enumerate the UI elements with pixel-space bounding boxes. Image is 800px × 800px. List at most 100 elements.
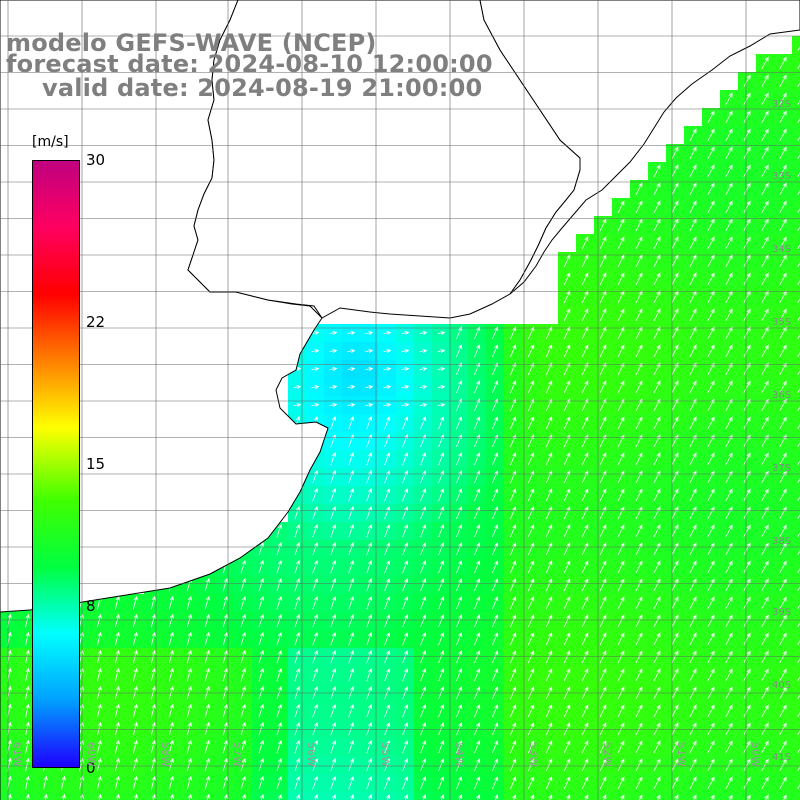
wind-arrow xyxy=(728,794,733,800)
colorbar-tick-label: 22 xyxy=(86,313,106,332)
wind-arrow xyxy=(653,416,661,429)
wind-arrow xyxy=(456,416,463,430)
wind-arrow xyxy=(510,776,517,790)
wind-arrow xyxy=(348,524,355,538)
wind-arrow xyxy=(617,308,625,322)
wind-arrow xyxy=(438,596,445,610)
wind-arrow xyxy=(132,649,138,664)
wind-arrow xyxy=(456,524,463,538)
wind-speed-cell xyxy=(90,792,108,800)
wind-arrow xyxy=(96,703,102,718)
wind-arrow xyxy=(240,775,246,790)
wind-arrow xyxy=(689,650,697,663)
wind-arrow xyxy=(797,315,800,321)
wind-arrow xyxy=(311,330,320,336)
wind-arrow xyxy=(456,344,463,358)
wind-arrow xyxy=(617,236,625,250)
wind-arrow xyxy=(456,614,463,628)
wind-arrow xyxy=(437,366,446,372)
wind-arrow xyxy=(401,348,410,354)
wind-arrow xyxy=(240,613,246,628)
wind-arrow xyxy=(294,631,300,646)
wind-speed-cell xyxy=(792,504,800,522)
wind-arrow xyxy=(617,740,625,754)
wind-arrow xyxy=(114,613,120,628)
wind-arrow xyxy=(743,452,751,465)
wind-speed-cell xyxy=(792,270,800,288)
wind-arrow xyxy=(545,326,553,340)
wind-arrow xyxy=(707,380,715,393)
wind-arrow xyxy=(456,758,463,772)
wind-arrow xyxy=(563,506,571,520)
wind-arrow xyxy=(581,632,589,646)
wind-arrow xyxy=(25,667,30,682)
wind-arrow xyxy=(689,506,697,519)
wind-arrow xyxy=(330,524,337,538)
wind-arrow xyxy=(689,758,697,771)
wind-arrow xyxy=(671,578,679,591)
wind-arrow xyxy=(456,578,463,592)
wind-arrow xyxy=(456,776,463,790)
wind-arrow xyxy=(635,704,643,718)
wind-arrow xyxy=(725,236,733,249)
wind-arrow xyxy=(707,452,715,465)
wind-arrow xyxy=(419,402,428,408)
wind-arrow xyxy=(330,668,337,682)
wind-arrow xyxy=(366,668,373,682)
wind-arrow xyxy=(653,542,661,555)
wind-arrow xyxy=(456,542,463,556)
wind-speed-cell xyxy=(486,792,504,800)
wind-arrow xyxy=(743,776,751,789)
wind-arrow xyxy=(222,595,228,610)
wind-arrow xyxy=(223,793,228,800)
wind-arrow xyxy=(168,739,174,754)
wind-arrow xyxy=(492,632,499,646)
wind-arrow xyxy=(761,380,769,393)
wind-arrow xyxy=(689,524,697,537)
wind-speed-cell xyxy=(792,468,800,486)
wind-arrow xyxy=(599,452,607,466)
wind-arrow xyxy=(294,757,300,772)
wind-arrow xyxy=(186,703,192,718)
wind-arrow xyxy=(276,613,282,628)
wind-arrow xyxy=(527,524,535,538)
wind-arrow xyxy=(545,704,553,718)
colorbar-tick-label: 8 xyxy=(86,596,96,615)
wind-arrow xyxy=(420,650,427,664)
wind-arrow xyxy=(707,236,715,249)
wind-arrow xyxy=(725,308,733,321)
wind-arrow xyxy=(743,704,751,717)
wind-arrow xyxy=(689,434,697,447)
wind-arrow xyxy=(707,218,715,231)
longitude-label: 51W xyxy=(675,742,688,767)
wind-arrow xyxy=(761,722,769,735)
wind-arrow xyxy=(527,506,535,520)
wind-arrow xyxy=(204,613,210,628)
wind-arrow xyxy=(294,595,300,610)
wind-speed-cell xyxy=(792,108,800,126)
wind-arrow xyxy=(707,416,715,429)
wind-arrow xyxy=(456,506,463,520)
wind-arrow xyxy=(402,614,409,628)
wind-arrow xyxy=(761,146,769,159)
wind-arrow xyxy=(365,402,374,408)
wind-arrow xyxy=(240,559,246,574)
wind-speed-cell xyxy=(684,792,702,800)
wind-arrow xyxy=(150,613,156,628)
wind-speed-cell xyxy=(792,738,800,756)
wind-arrow xyxy=(545,506,553,520)
latitude-label: 35S xyxy=(772,317,792,328)
wind-arrow xyxy=(797,693,800,699)
wind-arrow xyxy=(456,326,463,340)
wind-arrow xyxy=(548,794,553,800)
wind-arrow xyxy=(527,344,535,358)
wind-arrow xyxy=(743,326,751,339)
wind-arrow xyxy=(743,596,751,609)
wind-arrow xyxy=(653,632,661,645)
wind-arrow xyxy=(366,416,373,430)
wind-arrow xyxy=(384,470,391,484)
wind-arrow xyxy=(653,722,661,735)
wind-arrow xyxy=(563,704,571,718)
wind-arrow xyxy=(329,384,338,390)
latitude-label: 33S xyxy=(772,171,792,182)
